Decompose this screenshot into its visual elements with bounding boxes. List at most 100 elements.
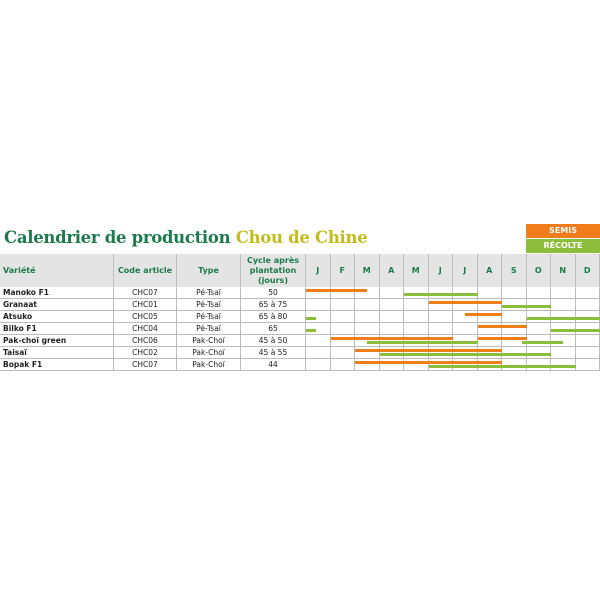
- harvest-period-bar: [521, 341, 564, 344]
- month-cell: [330, 335, 355, 347]
- page-title: Calendrier de production Chou de Chine: [4, 228, 368, 247]
- month-cell: [379, 299, 404, 311]
- month-cell: [404, 323, 429, 335]
- month-cell: [306, 335, 331, 347]
- month-cell: [330, 311, 355, 323]
- header-month: A: [477, 254, 502, 287]
- sow-period-bar: [477, 325, 527, 328]
- type-cell: Pak-Choï: [177, 359, 241, 371]
- month-cell: [306, 299, 331, 311]
- header-month: J: [428, 254, 453, 287]
- variety-cell: Granaat: [0, 299, 114, 311]
- sow-period-bar: [306, 289, 368, 292]
- code-cell: CHC07: [114, 287, 177, 299]
- month-cell: [502, 323, 527, 335]
- cycle-cell: 65 à 75: [241, 299, 306, 311]
- month-cell: [428, 311, 453, 323]
- month-cell: [575, 335, 600, 347]
- header-month: O: [526, 254, 551, 287]
- month-cell: [477, 335, 502, 347]
- header-month: F: [330, 254, 355, 287]
- month-cell: [404, 299, 429, 311]
- header-month: N: [551, 254, 576, 287]
- table-row: Bilko F1 CHC04 Pé-Tsaï 65: [0, 323, 600, 335]
- table-row: Manoko F1 CHC07 Pé-Tsaï 50: [0, 287, 600, 299]
- month-cell: [379, 311, 404, 323]
- month-cell: [355, 359, 380, 371]
- header-month: M: [404, 254, 429, 287]
- month-cell: [355, 287, 380, 299]
- variety-cell: Pak-choï green: [0, 335, 114, 347]
- harvest-period-bar: [502, 305, 551, 308]
- sow-period-bar: [330, 337, 453, 340]
- header-type: Type: [177, 254, 241, 287]
- harvest-period-bar: [428, 365, 576, 368]
- month-cell: [477, 311, 502, 323]
- cycle-cell: 65 à 80: [241, 311, 306, 323]
- header-month: M: [355, 254, 380, 287]
- month-cell: [453, 323, 478, 335]
- variety-cell: Taisaï: [0, 347, 114, 359]
- legend-sow: SEMIS: [526, 224, 600, 238]
- harvest-period-bar: [306, 329, 316, 332]
- type-cell: Pé-Tsaï: [177, 323, 241, 335]
- month-cell: [404, 359, 429, 371]
- harvest-period-bar: [551, 329, 600, 332]
- harvest-period-bar: [367, 341, 478, 344]
- month-cell: [502, 311, 527, 323]
- month-cell: [551, 299, 576, 311]
- code-cell: CHC07: [114, 359, 177, 371]
- month-cell: [575, 299, 600, 311]
- harvest-period-bar: [526, 317, 600, 320]
- code-cell: CHC06: [114, 335, 177, 347]
- header-month: D: [575, 254, 600, 287]
- table-row: Granaat CHC01 Pé-Tsaï 65 à 75: [0, 299, 600, 311]
- month-cell: [477, 287, 502, 299]
- type-cell: Pé-Tsaï: [177, 299, 241, 311]
- sow-period-bar: [465, 313, 502, 316]
- month-cell: [379, 287, 404, 299]
- month-cell: [428, 299, 453, 311]
- month-cell: [306, 287, 331, 299]
- sow-period-bar: [428, 301, 502, 304]
- month-cell: [551, 287, 576, 299]
- table-row: Bopak F1 CHC07 Pak-Choï 44: [0, 359, 600, 371]
- variety-cell: Atsuko: [0, 311, 114, 323]
- harvest-period-bar: [404, 293, 478, 296]
- cycle-cell: 44: [241, 359, 306, 371]
- sow-period-bar: [477, 337, 527, 340]
- month-cell: [330, 347, 355, 359]
- variety-cell: Bopak F1: [0, 359, 114, 371]
- month-cell: [355, 323, 380, 335]
- header-code: Code article: [114, 254, 177, 287]
- legend-harvest: RÉCOLTE: [526, 239, 600, 253]
- month-cell: [330, 323, 355, 335]
- variety-cell: Manoko F1: [0, 287, 114, 299]
- month-cell: [502, 287, 527, 299]
- month-cell: [379, 359, 404, 371]
- month-cell: [526, 287, 551, 299]
- code-cell: CHC04: [114, 323, 177, 335]
- harvest-period-bar: [379, 353, 551, 356]
- header-month: J: [453, 254, 478, 287]
- month-cell: [355, 311, 380, 323]
- cycle-cell: 65: [241, 323, 306, 335]
- cycle-cell: 45 à 55: [241, 347, 306, 359]
- variety-cell: Bilko F1: [0, 323, 114, 335]
- month-cell: [575, 287, 600, 299]
- month-cell: [453, 299, 478, 311]
- type-cell: Pak-Choï: [177, 347, 241, 359]
- header-variety: Variété: [0, 254, 114, 287]
- month-cell: [551, 347, 576, 359]
- month-cell: [453, 311, 478, 323]
- cycle-cell: 50: [241, 287, 306, 299]
- code-cell: CHC02: [114, 347, 177, 359]
- month-cell: [379, 323, 404, 335]
- header-month: A: [379, 254, 404, 287]
- header-month: S: [502, 254, 527, 287]
- month-cell: [477, 323, 502, 335]
- month-cell: [526, 323, 551, 335]
- title-part1: Calendrier de production: [4, 228, 236, 247]
- harvest-period-bar: [306, 317, 316, 320]
- table-row: Taisaï CHC02 Pak-Choï 45 à 55: [0, 347, 600, 359]
